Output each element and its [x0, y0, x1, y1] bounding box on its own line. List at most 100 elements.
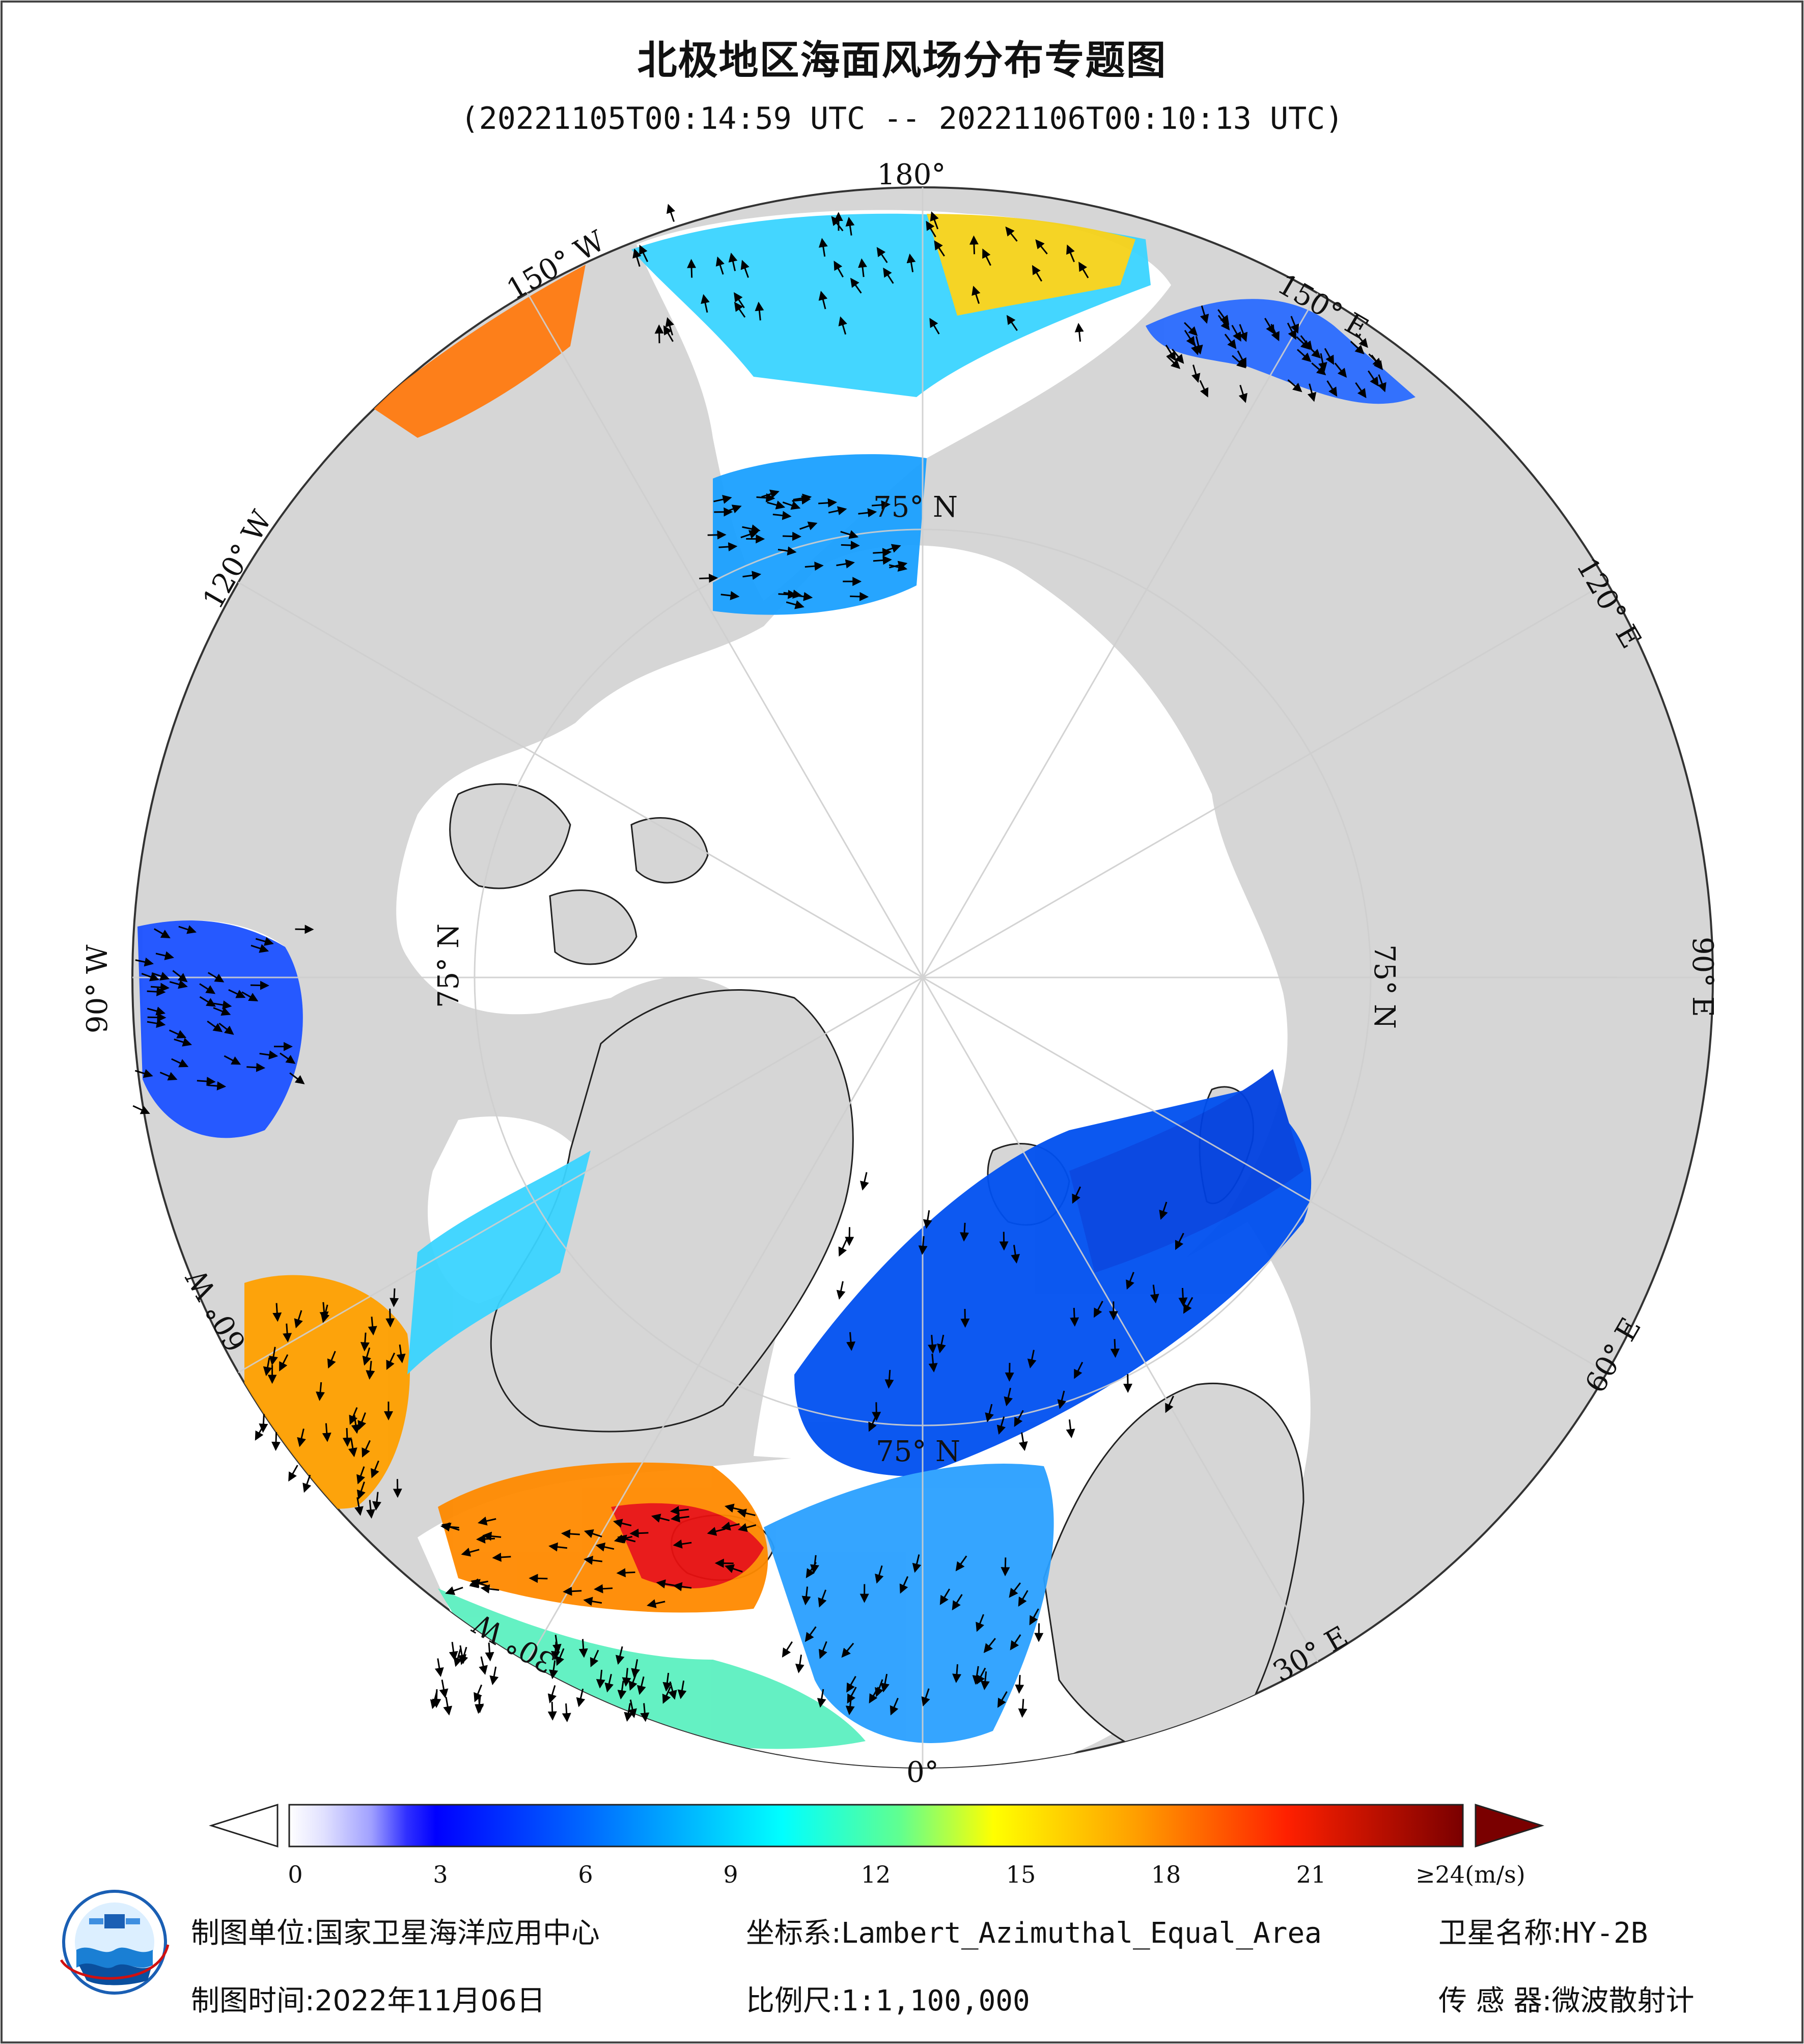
wind-arrow	[846, 1332, 855, 1351]
wind-arrow	[662, 1672, 672, 1692]
wind-arrow	[772, 511, 792, 520]
wind-arrow	[875, 1679, 884, 1697]
wind-arrow	[662, 1686, 672, 1704]
wind-arrow	[782, 1641, 793, 1658]
wind-arrow	[1032, 265, 1043, 282]
wind-arrow	[1005, 226, 1018, 242]
wind-arrow	[883, 544, 901, 553]
wind-arrow	[489, 1666, 499, 1686]
wind-arrow	[1018, 1432, 1028, 1451]
wind-arrow	[615, 1646, 625, 1665]
wind-arrow	[742, 524, 761, 534]
wind-arrow	[804, 562, 824, 571]
wind-arrow	[628, 1699, 637, 1718]
wind-arrow	[1300, 335, 1313, 351]
wind-arrow	[1175, 1233, 1184, 1250]
wind-arrow	[1029, 1608, 1039, 1626]
wind-arrow	[767, 500, 786, 510]
coord-row: 坐标系:Lambert_Azimuthal_Equal_Area	[746, 1910, 1322, 1951]
wind-arrow	[906, 253, 916, 272]
wind-arrow	[1200, 305, 1209, 324]
wind-arrow	[584, 1529, 602, 1538]
wind-swath-alaska	[372, 265, 586, 438]
wind-arrow	[199, 983, 216, 994]
wind-arrow	[930, 211, 939, 230]
wind-arrow	[385, 1308, 395, 1328]
canadian-archipelago	[449, 783, 709, 965]
wind-arrow	[213, 1007, 231, 1016]
wind-arrow	[1264, 318, 1275, 334]
wind-arrow	[590, 1649, 599, 1667]
wind-arrow	[549, 1660, 559, 1679]
wind-arrow	[921, 1688, 930, 1706]
wind-arrow	[880, 1673, 890, 1693]
wind-arrow	[983, 1638, 996, 1654]
wind-arrow	[1072, 1186, 1081, 1204]
wind-arrow	[828, 506, 847, 515]
wind-arrow	[847, 1687, 857, 1704]
wind-arrow	[737, 1508, 756, 1518]
sensor-value: 微波散射计	[1551, 1984, 1695, 2018]
wind-arrow	[834, 260, 844, 277]
wind-arrow	[151, 971, 170, 981]
wind-arrow	[670, 1513, 689, 1523]
wind-arrow	[876, 247, 888, 263]
wind-arrow	[778, 546, 797, 556]
wind-swath-atlantic-south	[438, 1588, 866, 1749]
wind-arrow	[1184, 330, 1196, 346]
producer-row: 制图单位:国家卫星海洋应用中心	[191, 1910, 600, 1951]
wind-arrow	[818, 291, 828, 310]
wind-arrow	[918, 1236, 928, 1255]
wind-arrow	[294, 1310, 303, 1329]
colorbar-tick-label: 15	[1006, 1861, 1036, 1888]
wind-arrow	[255, 1423, 265, 1441]
colorbar-tick-label: 9	[723, 1861, 738, 1888]
wind-arrow	[372, 1492, 382, 1511]
wind-arrow	[207, 1020, 223, 1032]
wind-arrow	[929, 318, 940, 334]
wind-arrow	[150, 983, 170, 992]
wind-arrow	[740, 530, 759, 539]
wind-swath-davis	[407, 1151, 591, 1375]
colorbar: 0 3 6 9 12 15 18 21 ≥24(m/s)	[209, 1803, 1544, 1888]
wind-arrow	[492, 1552, 511, 1562]
wind-arrow	[819, 1641, 827, 1659]
wind-arrow	[937, 1334, 946, 1354]
wind-arrow	[884, 1369, 894, 1389]
wind-arrow	[485, 1642, 494, 1662]
wind-arrow	[687, 259, 697, 278]
wind-arrow	[617, 1681, 627, 1700]
wind-arrow	[1066, 244, 1075, 263]
wind-arrow	[1001, 1557, 1010, 1577]
wind-arrow	[1166, 355, 1181, 369]
wind-arrow	[673, 1582, 692, 1591]
wind-arrow	[283, 1323, 292, 1342]
wind-arrow	[141, 972, 159, 982]
wind-arrow	[1035, 239, 1048, 255]
wind-arrow	[147, 1019, 166, 1028]
wind-arrow	[578, 1639, 588, 1658]
wind-arrow	[251, 944, 269, 953]
wind-arrow	[622, 1668, 631, 1687]
wind-arrow	[792, 495, 811, 505]
colorbar-ticks: 0 3 6 9 12 15 18 21 ≥24(m/s)	[288, 1861, 1525, 1888]
wind-arrow	[302, 1474, 312, 1493]
wind-arrow	[1355, 382, 1367, 399]
wind-arrow	[1217, 315, 1230, 331]
satellite-row: 卫星名称:HY-2B	[1438, 1910, 1648, 1951]
wind-arrow	[972, 1666, 982, 1685]
label-lat-75-right: 75° N	[1368, 944, 1401, 1029]
wind-arrow	[1126, 1272, 1134, 1290]
wind-arrow	[934, 240, 945, 257]
wind-arrow	[354, 1497, 364, 1516]
wind-arrow	[1018, 1699, 1028, 1718]
wind-arrow	[761, 489, 780, 498]
wind-arrow	[960, 1222, 969, 1242]
wind-arrow	[563, 1586, 582, 1596]
wind-arrow	[1066, 1419, 1075, 1439]
wind-arrow	[850, 277, 862, 294]
wind-arrow	[818, 1589, 827, 1608]
wind-arrow	[1150, 1284, 1159, 1304]
